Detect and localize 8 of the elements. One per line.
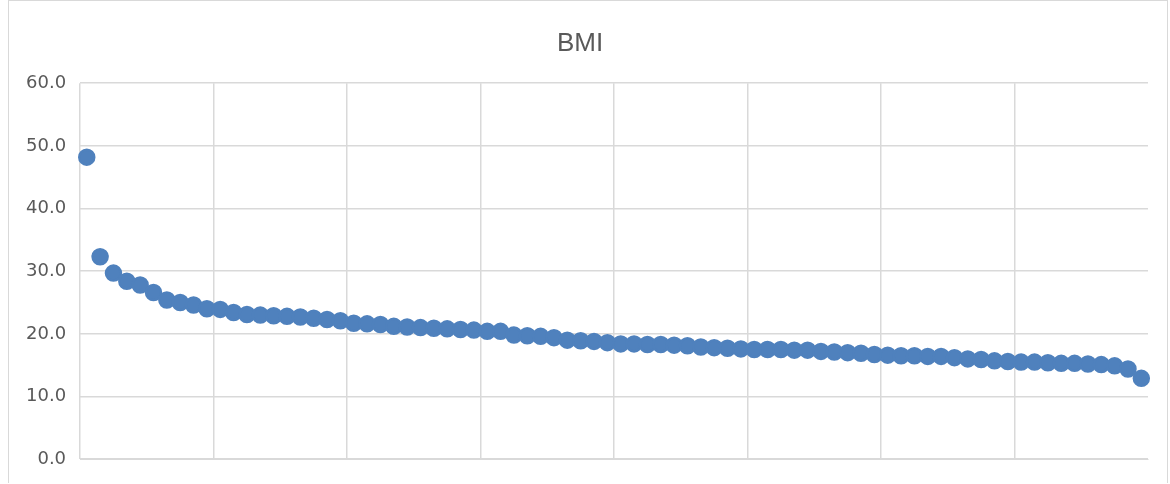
y-tick-label: 60.0 xyxy=(26,70,67,92)
y-tick-label: 50.0 xyxy=(26,133,67,155)
y-tick-label: 0.0 xyxy=(37,446,67,468)
chart-title: BMI xyxy=(556,26,604,57)
y-tick-label: 10.0 xyxy=(26,384,67,406)
y-tick-label: 40.0 xyxy=(26,196,67,218)
y-tick-label: 30.0 xyxy=(26,258,67,280)
y-tick-label: 20.0 xyxy=(26,321,67,343)
